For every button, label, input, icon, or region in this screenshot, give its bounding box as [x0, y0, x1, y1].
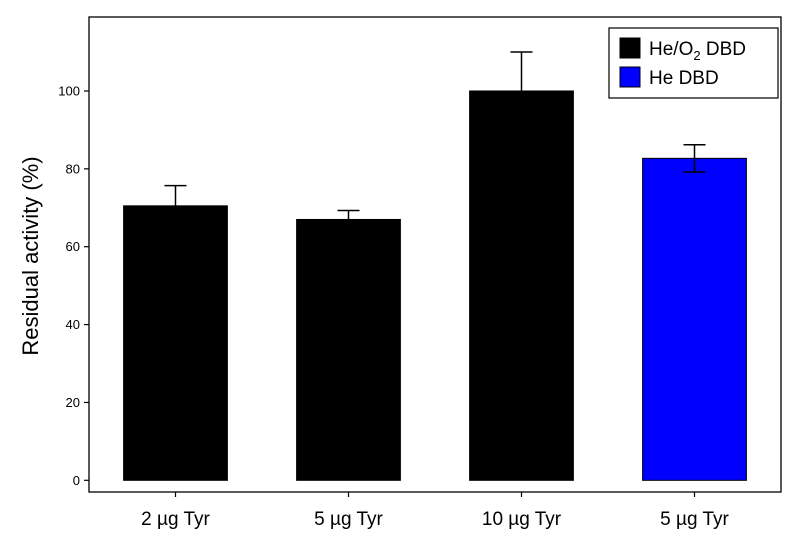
y-tick-label: 80	[66, 161, 80, 176]
y-ticks: 0 20 40 60 80 100	[58, 83, 89, 488]
legend-label: He DBD	[649, 68, 719, 89]
y-tick-label: 100	[58, 83, 80, 98]
legend: He/O2 DBD He DBD	[608, 27, 779, 99]
bar	[123, 205, 228, 481]
x-tick-labels: 2 µg Tyr 5 µg Tyr 10 µg Tyr 5 µg Tyr	[141, 492, 730, 530]
x-tick-label: 5 µg Tyr	[314, 509, 383, 530]
legend-swatch	[619, 66, 641, 88]
x-tick-label: 5 µg Tyr	[660, 509, 729, 530]
error-bars	[164, 51, 706, 220]
x-tick-label: 10 µg Tyr	[482, 509, 562, 530]
y-tick-label: 0	[73, 473, 80, 488]
bar	[642, 157, 747, 481]
axes	[88, 16, 782, 493]
legend-label: He/O2 DBD	[649, 39, 746, 63]
x-tick-label: 2 µg Tyr	[141, 509, 210, 530]
y-tick-label: 20	[66, 395, 80, 410]
bar	[469, 90, 574, 481]
y-tick-label: 60	[66, 239, 80, 254]
bars	[123, 90, 747, 481]
plot-frame	[88, 16, 782, 493]
bar	[296, 218, 401, 481]
y-tick-label: 40	[66, 317, 80, 332]
legend-swatch	[619, 37, 641, 59]
y-axis-title: Residual activity (%)	[18, 156, 43, 355]
